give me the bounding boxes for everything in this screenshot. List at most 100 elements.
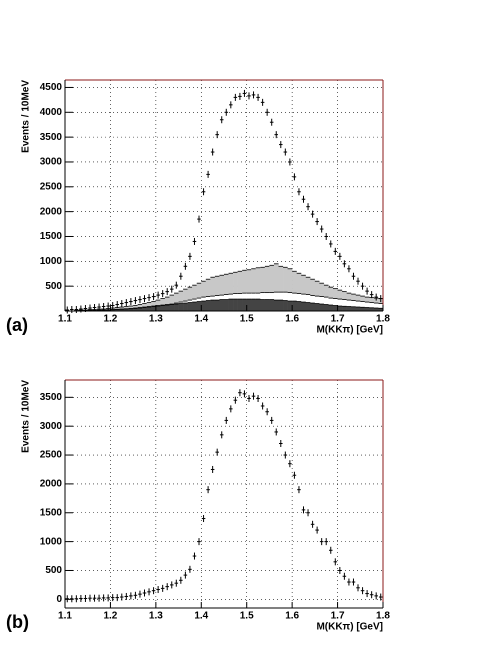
data-point [351,578,356,586]
data-point [238,92,242,100]
data-point [315,218,319,226]
histogram-bar [142,307,148,311]
data-point [120,300,124,308]
data-point [210,148,215,156]
data-point [288,158,292,166]
histogram-bar [328,305,334,311]
histogram-bar [201,281,207,311]
histogram-bar [283,300,288,311]
x-tick-label: 1.3 [149,314,163,325]
x-tick-label: 1.8 [376,611,390,622]
histogram-bar [160,305,166,311]
histogram-bar [287,301,293,311]
data-point [288,460,292,468]
data-point [183,571,188,579]
panel-label: (b) [6,612,29,632]
x-tick-label: 1.6 [285,611,299,622]
data-point [324,538,328,546]
data-point [356,584,360,592]
histogram-bar [355,301,361,311]
x-tick-label: 1.4 [194,611,208,622]
data-point [292,173,297,181]
histogram-bar [296,301,302,311]
data-point [183,262,188,270]
data-point [319,538,324,546]
histogram-bar [296,273,302,311]
data-point [247,92,251,100]
histogram-bar [314,303,320,311]
data-point [365,287,369,295]
data-point [133,591,138,599]
data-point [378,295,383,303]
histogram-bar [342,306,347,311]
data-point [142,589,147,597]
data-point [351,272,356,280]
histogram-bar [164,305,170,311]
data-point [160,290,165,298]
histogram-bar [251,299,257,311]
x-tick-label: 1.1 [58,314,72,325]
x-tick-label: 1.5 [240,314,254,325]
data-point [215,448,219,456]
data-point [328,240,333,248]
data-point [274,131,279,139]
data-point [297,188,301,196]
data-point [338,252,342,260]
data-point [283,148,288,156]
histogram-bar [319,304,325,311]
histogram-bar [273,263,279,311]
histogram-bar [378,308,384,311]
histogram-bar [260,267,266,311]
data-point [319,225,324,233]
histogram-bar [174,304,179,311]
data-point [219,431,224,439]
x-axis-label: M(KKπ) [GeV] [316,622,383,633]
histogram-bar [269,265,275,311]
data-point [229,101,233,109]
histogram-bar [310,303,316,311]
y-tick-label: 2500 [40,450,63,461]
histogram-bar [242,299,248,311]
x-tick-label: 1.8 [376,314,390,325]
data-point [265,108,269,116]
data-point [169,285,174,293]
data-point [369,291,374,299]
data-point [301,506,306,514]
histogram-bar [255,299,261,311]
y-tick-label: 0 [56,594,62,605]
histogram-bar [196,283,202,311]
data-point [347,578,351,586]
data-point [365,590,369,598]
data-point [265,408,269,416]
histogram-bar [287,268,293,311]
y-tick-label: 1000 [40,536,63,547]
data-point [310,520,315,528]
histogram-bar [169,304,175,311]
histogram-bar [214,300,220,311]
data-point [251,392,256,400]
data-point [360,282,365,290]
histogram-bar [237,271,243,311]
data-point [242,89,247,97]
histogram-bar [119,309,125,311]
histogram-bar [378,303,384,311]
data-point [256,93,260,101]
x-axis-label: M(KKπ) [GeV] [316,325,383,336]
data-point [229,405,233,413]
histogram-bar [237,299,243,311]
data-point [238,389,242,397]
data-point [147,294,151,302]
data-point [192,552,197,560]
y-tick-label: 2000 [40,479,63,490]
y-tick-label: 3000 [40,421,63,432]
y-tick-label: 4000 [40,107,63,118]
data-point [79,594,83,602]
data-point [324,232,328,240]
histogram-bar [183,289,188,311]
data-point [269,118,274,126]
data-point [74,595,79,603]
data-point [156,586,160,594]
data-point [97,594,101,602]
data-point [242,390,247,398]
data-point [179,576,183,584]
